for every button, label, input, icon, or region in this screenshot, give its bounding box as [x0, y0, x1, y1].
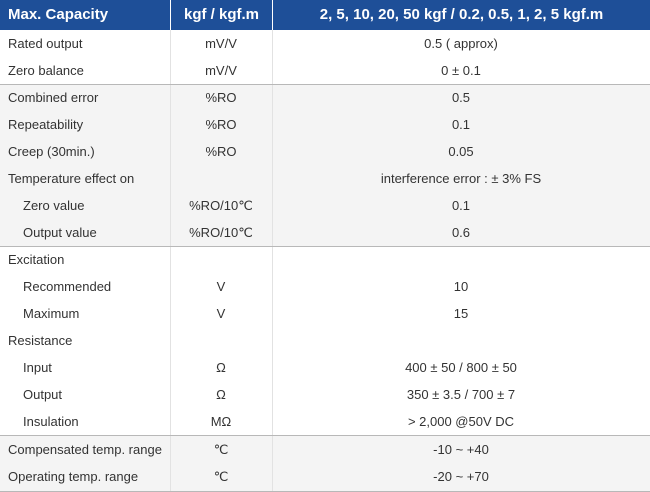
table-row: Repeatability %RO 0.1	[0, 111, 650, 138]
row-label: Zero balance	[8, 63, 84, 78]
row-label: Input	[23, 360, 52, 375]
table-row: Output value %RO/10℃ 0.6	[0, 219, 650, 246]
row-label: Zero value	[23, 198, 85, 213]
table-header: Max. Capacity kgf / kgf.m 2, 5, 10, 20, …	[0, 0, 650, 30]
row-value: 0.05	[448, 144, 474, 159]
table-row: Zero value %RO/10℃ 0.1	[0, 192, 650, 219]
row-label: Temperature effect on	[8, 171, 135, 186]
table-row: Creep (30min.) %RO 0.05	[0, 138, 650, 165]
row-label: Recommended	[23, 279, 112, 294]
row-value: 0.1	[451, 117, 471, 132]
row-unit: mV/V	[205, 63, 237, 78]
table-row: Rated output mV/V 0.5 ( approx)	[0, 30, 650, 57]
row-label: Output value	[23, 225, 97, 240]
table-row: Combined error %RO 0.5	[0, 84, 650, 111]
column-divider	[170, 30, 171, 492]
row-value: 0.5 ( approx)	[424, 36, 498, 51]
row-label: Creep (30min.)	[8, 144, 95, 159]
group-divider	[0, 435, 650, 436]
table-row: Zero balance mV/V 0 ± 0.1	[0, 57, 650, 84]
row-unit	[170, 165, 272, 192]
header-capacity-values: 2, 5, 10, 20, 50 kgf / 0.2, 0.5, 1, 2, 5…	[272, 0, 650, 30]
row-value: 0.5	[451, 90, 471, 105]
row-unit: Ω	[216, 360, 226, 375]
row-label: Maximum	[23, 306, 80, 321]
row-label: Combined error	[8, 90, 99, 105]
group-band-accuracy	[0, 84, 650, 246]
table-row: Excitation	[0, 246, 650, 273]
row-unit: V	[216, 279, 226, 294]
row-value: > 2,000 @50V DC	[407, 414, 515, 429]
group-divider	[0, 84, 650, 85]
table-row: Maximum V 15	[0, 300, 650, 327]
group-band-temperature	[0, 435, 650, 492]
row-value: 0.1	[451, 198, 471, 213]
row-unit: %RO/10℃	[189, 198, 253, 213]
table-row: Output Ω 350 ± 3.5 / 700 ± 7	[0, 381, 650, 408]
row-unit: ℃	[213, 442, 229, 457]
table-row: Compensated temp. range ℃ -10 ~ +40	[0, 436, 650, 463]
row-unit: %RO	[205, 117, 237, 132]
table-row: Operating temp. range ℃ -20 ~ +70	[0, 463, 650, 490]
row-label: Output	[23, 387, 63, 402]
row-value: 10	[453, 279, 469, 294]
table-row: Resistance	[0, 327, 650, 354]
table-row: Input Ω 400 ± 50 / 800 ± 50	[0, 354, 650, 381]
row-label: Excitation	[8, 252, 65, 267]
row-label: Operating temp. range	[8, 469, 139, 484]
table-row: Recommended V 10	[0, 273, 650, 300]
row-unit: %RO/10℃	[189, 225, 253, 240]
row-label: Insulation	[23, 414, 79, 429]
group-divider	[0, 246, 650, 247]
row-unit: %RO	[205, 144, 237, 159]
row-unit	[170, 327, 272, 354]
row-value: interference error : ± 3% FS	[380, 171, 542, 186]
row-value: 400 ± 50 / 800 ± 50	[405, 360, 517, 375]
row-label: Repeatability	[8, 117, 84, 132]
table-row: Insulation MΩ > 2,000 @50V DC	[0, 408, 650, 435]
row-unit: %RO	[205, 90, 237, 105]
row-value	[272, 327, 650, 354]
row-label: Resistance	[8, 333, 73, 348]
table-row: Temperature effect on interference error…	[0, 165, 650, 192]
row-label: Rated output	[8, 36, 83, 51]
header-max-capacity: Max. Capacity	[8, 6, 109, 23]
row-value: -20 ~ +70	[433, 469, 489, 484]
row-unit: V	[216, 306, 226, 321]
header-unit: kgf / kgf.m	[170, 0, 272, 30]
row-value: 15	[453, 306, 469, 321]
row-value: -10 ~ +40	[433, 442, 489, 457]
column-divider	[272, 30, 273, 492]
row-unit	[170, 246, 272, 273]
row-unit: mV/V	[205, 36, 237, 51]
row-unit: Ω	[216, 387, 226, 402]
row-label: Compensated temp. range	[8, 442, 162, 457]
row-unit: MΩ	[210, 414, 232, 429]
row-value: 350 ± 3.5 / 700 ± 7	[406, 387, 516, 402]
row-unit: ℃	[213, 469, 229, 484]
row-value: 0 ± 0.1	[441, 63, 481, 78]
row-value	[272, 246, 650, 273]
row-value: 0.6	[451, 225, 471, 240]
